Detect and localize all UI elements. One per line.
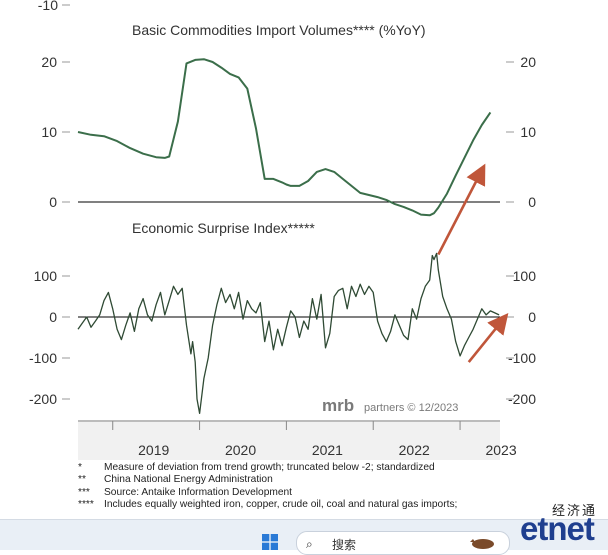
- footnotes: * Measure of deviation from trend growth;…: [78, 462, 548, 512]
- x-tick-label: 2021: [312, 442, 343, 458]
- y-tick-label-right: -200: [508, 391, 536, 407]
- x-tick-label: 2019: [138, 442, 169, 458]
- y-tick-label-right: 0: [528, 194, 536, 210]
- y-tick-label-left: 0: [49, 194, 57, 210]
- etnet-chinese-logo: 经济通: [552, 504, 598, 519]
- trend-arrow: [467, 312, 509, 363]
- footnote-mark: ****: [78, 499, 94, 511]
- footnote-text: China National Energy Administration: [104, 474, 273, 486]
- footnote-1: * Measure of deviation from trend growth;…: [78, 462, 548, 474]
- footnote-text: Measure of deviation from trend growth; …: [104, 462, 435, 473]
- x-tick-label: 2023: [485, 442, 516, 458]
- mrb-logo: mrb: [322, 396, 354, 415]
- panel-title: Basic Commodities Import Volumes**** (%Y…: [132, 22, 426, 38]
- footnote-mark: *: [78, 462, 82, 473]
- footnote-mark: **: [78, 474, 86, 486]
- bull-icon: [470, 539, 494, 549]
- y-tick-label-left: 100: [34, 268, 58, 284]
- footnote-4: **** Includes equally weighted iron, copp…: [78, 499, 548, 511]
- footnote-mark: ***: [78, 486, 90, 498]
- search-icon: ⌕: [306, 537, 313, 551]
- etnet-logo: etnet: [520, 510, 595, 547]
- y-tick-label-right: 0: [528, 309, 536, 325]
- y-tick-label-right: 20: [520, 54, 536, 70]
- chart-svg: -10 Basic Commodities Import Volumes**** …: [29, 0, 537, 460]
- chart-panel: -10 Basic Commodities Import Volumes**** …: [29, 0, 537, 460]
- series-line-1-0: [77, 252, 500, 415]
- x-tick-label: 2020: [225, 442, 256, 458]
- footnote-3: *** Source: Antaike Information Developme…: [78, 487, 548, 499]
- x-axis-band: [78, 420, 500, 460]
- y-tick-label-right: 100: [513, 268, 537, 284]
- mrb-partners-watermark: partners © 12/2023: [364, 402, 458, 414]
- y-tick-label-left: -100: [29, 350, 57, 366]
- x-tick-label: 2022: [399, 442, 430, 458]
- search-placeholder: 搜索: [332, 538, 357, 552]
- y-tick-label-left: 10: [41, 124, 57, 140]
- windows-start-icon[interactable]: [262, 534, 278, 550]
- y-tick-label-right: 10: [520, 124, 536, 140]
- trend-arrow: [437, 163, 486, 256]
- footnote-text: Source: Antaike Information Development: [104, 486, 293, 498]
- series-line-0-0: [77, 58, 492, 217]
- y-tick-label: -10: [38, 0, 58, 13]
- footnote-text: Includes equally weighted iron, copper, …: [104, 499, 458, 511]
- y-tick-label-left: 20: [41, 54, 57, 70]
- panel-title: Economic Surprise Index*****: [132, 220, 315, 236]
- footnote-2: ** China National Energy Administration: [78, 474, 548, 486]
- y-tick-label-left: -200: [29, 391, 57, 407]
- y-tick-label-right: -100: [508, 350, 536, 366]
- y-tick-label-left: 0: [49, 309, 57, 325]
